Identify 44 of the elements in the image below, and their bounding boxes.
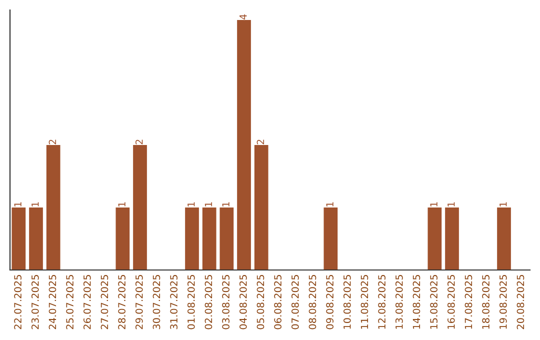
x-tick-label: 27.07.2025 bbox=[100, 275, 108, 330]
data-label: 2 bbox=[48, 140, 56, 144]
data-label: 2 bbox=[256, 140, 264, 144]
x-tick-label: 25.07.2025 bbox=[66, 275, 74, 330]
data-label: 1 bbox=[14, 202, 22, 206]
x-tick-label: 06.08.2025 bbox=[274, 275, 282, 330]
x-tick-label: 24.07.2025 bbox=[48, 275, 56, 330]
x-tick-label: 20.08.2025 bbox=[516, 275, 524, 330]
data-label: 1 bbox=[448, 202, 455, 206]
x-tick-label: 05.08.2025 bbox=[256, 275, 264, 330]
x-tick-label: 30.07.2025 bbox=[152, 275, 160, 330]
data-label: 1 bbox=[222, 202, 230, 206]
x-tick-label: 16.08.2025 bbox=[447, 275, 455, 329]
x-tick-label: 15.08.2025 bbox=[430, 275, 438, 329]
data-label: 1 bbox=[430, 202, 438, 206]
x-tick-label: 28.07.2025 bbox=[118, 275, 126, 330]
x-tick-label: 26.07.2025 bbox=[83, 275, 91, 330]
x-tick-label: 22.07.2025 bbox=[14, 275, 22, 330]
x-tick-label: 02.08.2025 bbox=[204, 275, 212, 330]
x-tick-label: 12.08.2025 bbox=[378, 275, 386, 329]
data-label: 4 bbox=[240, 14, 247, 20]
x-tick-label: 10.08.2025 bbox=[343, 275, 351, 329]
x-tick-label: 09.08.2025 bbox=[326, 275, 334, 330]
x-tick-label: 11.08.2025 bbox=[360, 275, 368, 329]
data-label: 2 bbox=[135, 140, 143, 144]
data-label: 1 bbox=[204, 202, 212, 206]
x-tick-label: 19.08.2025 bbox=[499, 275, 507, 329]
x-tick-label: 04.08.2025 bbox=[239, 275, 247, 330]
x-tick-label: 18.08.2025 bbox=[482, 275, 490, 329]
x-tick-label: 17.08.2025 bbox=[464, 275, 472, 329]
data-label: 1 bbox=[118, 202, 126, 206]
x-tick-label: 29.07.2025 bbox=[135, 275, 143, 330]
x-tick-label: 13.08.2025 bbox=[395, 275, 403, 329]
x-tick-label: 31.07.2025 bbox=[170, 275, 178, 330]
x-tick-label: 07.08.2025 bbox=[291, 275, 299, 330]
data-label: 1 bbox=[500, 202, 507, 206]
x-tick-label: 08.08.2025 bbox=[308, 275, 316, 330]
data-label: 1 bbox=[326, 202, 334, 206]
data-label: 1 bbox=[188, 202, 195, 206]
x-tick-label: 03.08.2025 bbox=[222, 275, 230, 330]
data-label: 1 bbox=[32, 202, 39, 206]
x-tick-label: 01.08.2025 bbox=[187, 275, 195, 330]
x-tick-label: 23.07.2025 bbox=[31, 275, 39, 330]
x-tick-label: 14.08.2025 bbox=[412, 275, 420, 329]
